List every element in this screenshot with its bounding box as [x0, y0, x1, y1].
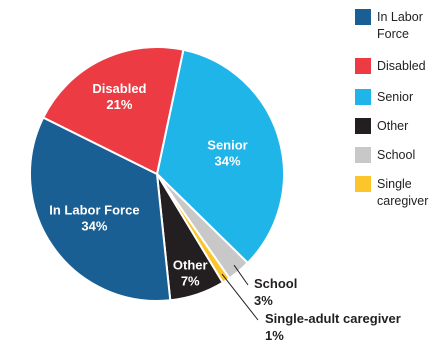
legend-label-disabled: Disabled [377, 59, 426, 73]
slice-labels: In Labor Force34%Disabled21%Senior34%Oth… [49, 81, 401, 343]
legend-swatch-school [355, 147, 371, 163]
legend: In Labor Force Disabled Senior Other School Si… [355, 9, 428, 208]
legend-label-single-adult-caregiver: caregiver [377, 194, 428, 208]
slice-label-disabled: Disabled [92, 81, 146, 96]
slice-value-in-labor-force: 34% [81, 218, 107, 233]
slice-label-school: School [254, 276, 297, 291]
legend-swatch-in-labor-force [355, 9, 371, 25]
legend-label-in-labor-force: Force [377, 27, 409, 41]
slice-label-senior: Senior [207, 138, 247, 153]
slice-value-other: 7% [181, 274, 200, 289]
pie-slices [29, 46, 285, 302]
legend-label-in-labor-force: In Labor [377, 10, 423, 24]
legend-label-senior: Senior [377, 90, 413, 104]
slice-label-in-labor-force: In Labor Force [49, 202, 139, 217]
slice-label-single-adult-caregiver: Single-adult caregiver [265, 311, 401, 326]
slice-label-other: Other [173, 258, 208, 273]
legend-swatch-single-adult-caregiver [355, 176, 371, 192]
legend-swatch-disabled [355, 58, 371, 74]
slice-value-school: 3% [254, 293, 273, 308]
slice-value-single-adult-caregiver: 1% [265, 328, 284, 343]
legend-label-school: School [377, 148, 415, 162]
leader-lines [221, 264, 259, 321]
leader-line-single-adult-caregiver [221, 273, 259, 321]
slice-value-disabled: 21% [106, 97, 132, 112]
pie-slice-disabled [41, 46, 185, 176]
leader-line-school [233, 264, 249, 286]
legend-swatch-other [355, 118, 371, 134]
pie-slice-senior [155, 48, 285, 265]
slice-value-senior: 34% [215, 154, 241, 169]
legend-label-other: Other [377, 119, 408, 133]
legend-label-single-adult-caregiver: Single [377, 177, 412, 191]
legend-swatch-senior [355, 89, 371, 105]
